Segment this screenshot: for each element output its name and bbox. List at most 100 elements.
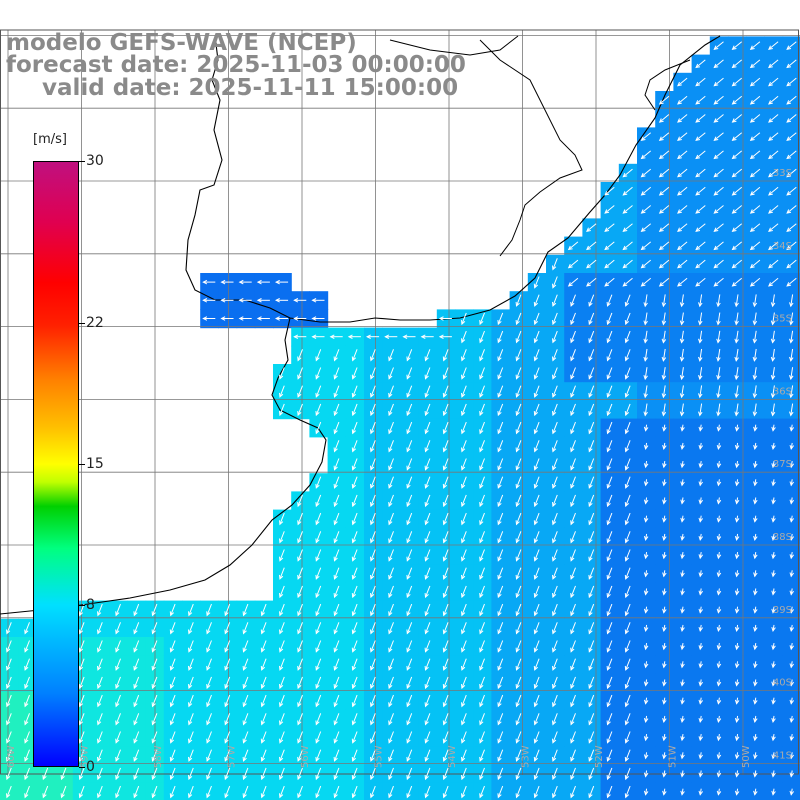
wind-arrowhead [588,447,593,453]
wind-arrow [713,241,724,250]
wind-arrowhead [311,316,317,321]
wind-arrow [406,567,413,580]
wind-arrow [297,512,303,525]
wind-arrowhead [753,645,758,651]
wind-arrowhead [351,483,357,489]
wind-arrowhead [622,263,628,269]
wind-arrowhead [256,298,262,303]
wind-arrowhead [734,338,739,344]
wind-arrow [279,676,285,689]
wind-arrowhead [768,63,773,69]
wind-arrow [516,403,522,416]
wind-arrow [644,403,648,416]
wind-arrow [641,241,652,250]
wind-arrowhead [424,574,429,580]
title-valid-date: valid date: 2025-11-11 15:00:00 [42,75,459,101]
wind-arrow [352,731,358,743]
wind-arrow [461,476,467,489]
wind-arrow [552,694,558,707]
wind-arrow [297,658,303,671]
wind-arrowhead [606,465,611,471]
wind-arrow [786,241,797,250]
wind-arrow [625,749,631,762]
wind-arrow [790,312,794,325]
wind-arrowhead [771,699,776,705]
wind-arrow [644,385,648,398]
wind-arrowhead [753,699,758,705]
wind-arrowhead [297,411,302,417]
wind-arrowhead [115,647,120,653]
wind-arrow [461,458,467,470]
wind-arrowhead [749,154,755,160]
wind-arrowhead [624,502,630,508]
wind-arrow [588,603,595,616]
wind-arrow [735,348,739,361]
wind-arrow [786,259,797,269]
wind-arrow [243,676,249,689]
wind-arrow [570,749,576,762]
wind-arrow [622,259,633,269]
north-border-path [389,35,519,56]
wind-arrowhead [515,756,520,762]
wind-arrow [443,622,449,634]
wind-arrow [461,421,467,434]
wind-arrowhead [297,665,302,671]
wind-arrow [662,403,666,416]
wind-arrowhead [351,593,357,599]
wind-arrowhead [333,411,338,417]
wind-arrowhead [97,665,102,671]
wind-arrowhead [606,392,611,398]
wind-arrowhead [388,374,393,380]
wind-arrow [552,567,558,580]
wind-arrow [479,349,485,361]
wind-arrowhead [388,793,393,799]
wind-arrowhead [586,245,591,251]
wind-arrowhead [497,483,502,489]
wind-arrow [750,132,761,141]
wind-arrow [786,77,797,87]
wind-arrow [768,259,779,269]
wind-arrow [279,367,285,379]
wind-arrowhead [260,793,266,799]
wind-arrow [659,205,670,214]
wind-arrowhead [479,392,484,398]
wind-arrowhead [734,356,739,362]
wind-arrow [497,713,504,725]
wind-arrowhead [606,520,611,526]
wind-arrowhead [297,702,302,708]
wind-arrowhead [6,665,11,671]
wind-arrow [641,150,652,159]
wind-arrowhead [78,611,84,617]
wind-arrow [425,640,431,652]
wind-arrow [443,585,449,598]
wind-arrowhead [442,738,448,744]
wind-arrowhead [260,611,266,617]
wind-arrow [570,349,576,361]
wind-arrow [625,585,631,598]
wind-arrow [699,294,703,307]
wind-arrow [370,567,376,580]
wind-arrowhead [351,684,357,690]
wind-arrow [625,531,631,543]
wind-arrowhead [588,756,593,762]
wind-arrow [607,767,613,780]
wind-arrow [370,421,376,434]
wind-arrow [279,694,285,707]
wind-arrowhead [333,611,338,617]
wind-arrow [443,658,449,671]
wind-arrow [334,622,340,634]
wind-arrowhead [552,629,557,635]
wind-arrowhead [97,647,102,653]
wind-arrowhead [497,629,502,635]
wind-arrow [786,205,797,214]
wind-arrowhead [424,665,429,671]
wind-arrowhead [406,447,411,453]
wind-arrowhead [713,209,719,214]
wind-arrowhead [588,793,593,799]
wind-arrowhead [297,793,302,799]
wind-arrowhead [388,720,393,726]
wind-arrowhead [789,754,795,760]
wind-arrow [662,294,666,307]
wind-arrowhead [713,245,719,251]
wind-arrowhead [442,793,448,799]
